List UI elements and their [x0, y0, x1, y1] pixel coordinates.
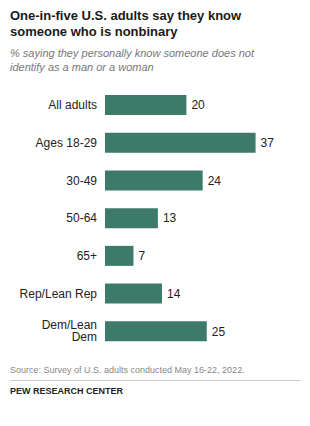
- svg-text:13: 13: [163, 211, 177, 225]
- html-text:One-in-five U.S. adults say th: One-in-five U.S. adults say they know so…: [10, 8, 242, 39]
- svg-text:All adults: All adults: [48, 98, 97, 112]
- svg-text:37: 37: [261, 136, 275, 150]
- svg-text:24: 24: [208, 174, 222, 188]
- svg-text:14: 14: [167, 287, 181, 301]
- svg-text:Ages 18-29: Ages 18-29: [36, 136, 98, 150]
- svg-text:7: 7: [138, 249, 145, 263]
- svg-text:65+: 65+: [77, 249, 97, 263]
- svg-text:Dem/LeanDem: Dem/LeanDem: [42, 318, 97, 344]
- svg-text:25: 25: [212, 325, 226, 339]
- html-text:Source: Survey of U.S. adults: Source: Survey of U.S. adults conducted …: [10, 365, 245, 375]
- html-text:% saying they personally know: % saying they personally know someone do…: [10, 47, 254, 73]
- svg-text:20: 20: [191, 98, 205, 112]
- svg-text:50-64: 50-64: [66, 211, 97, 225]
- svg-text:Rep/Lean Rep: Rep/Lean Rep: [20, 287, 98, 301]
- html-text:PEW RESEARCH CENTER: PEW RESEARCH CENTER: [10, 386, 123, 396]
- svg-text:30-49: 30-49: [66, 174, 97, 188]
